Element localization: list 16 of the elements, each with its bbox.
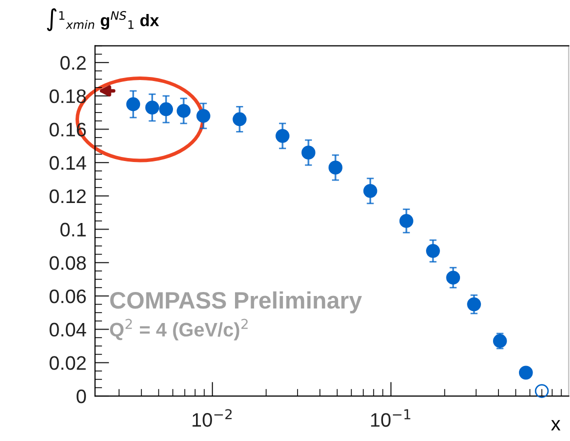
- x-tick-label: 10$^{−1}$: [371, 409, 410, 427]
- y-tick-label: 0.12: [50, 189, 86, 204]
- y-tick-label: 0.1: [60, 222, 86, 237]
- y-tick-label: 0.14: [50, 156, 86, 170]
- y-axis-title: ∫$^{1}$$_{xmin}$ g$^{NS}$$_{1}$ dx: [46, 8, 159, 32]
- y-tick-label: 0.18: [50, 89, 86, 104]
- y-tick-label: 0.02: [50, 356, 86, 370]
- y-tick-label: 0.08: [50, 256, 86, 270]
- y-tick-label: 0.06: [50, 289, 86, 304]
- x-tick-label: 10$^{−2}$: [192, 409, 232, 427]
- annotation: COMPASS Preliminary: [110, 291, 362, 314]
- y-tick-label: 0.04: [50, 322, 86, 337]
- annotation: Q$^{2}$ = 4 (GeV/c)$^{2}$: [110, 318, 248, 340]
- y-tick-label: 0: [76, 389, 86, 404]
- y-tick-label: 0.2: [60, 56, 86, 70]
- x-axis-title: x: [551, 420, 560, 430]
